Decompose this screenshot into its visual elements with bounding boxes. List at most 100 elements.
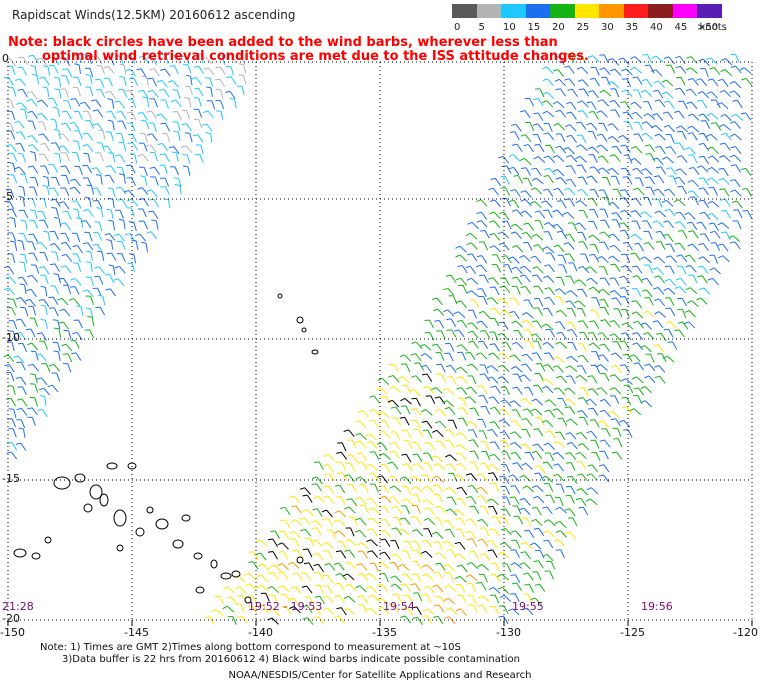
wind-barb-flag: [630, 233, 636, 238]
wind-barb-flag: [310, 539, 316, 543]
wind-barb: [429, 319, 435, 329]
wind-barb: [505, 187, 511, 196]
wind-barb-flag: [575, 451, 581, 455]
wind-barb: [57, 108, 60, 118]
wind-barb-flag: [643, 242, 649, 245]
wind-barb-flag: [520, 398, 526, 402]
wind-barb-flag: [39, 197, 45, 200]
wind-barb: [670, 255, 677, 263]
wind-barb: [644, 211, 652, 219]
wind-barb-flag: [414, 362, 420, 364]
wind-barb: [536, 485, 544, 493]
wind-barb: [371, 550, 379, 558]
wind-barb-flag: [434, 552, 440, 556]
wind-barb: [447, 564, 455, 572]
wind-barb-flag: [577, 79, 583, 82]
wind-barb: [461, 344, 469, 352]
island-outline: [244, 596, 252, 604]
wind-barb-flag: [458, 417, 464, 420]
wind-barb: [460, 432, 468, 440]
wind-barb: [484, 441, 490, 450]
wind-barb-flag: [534, 210, 540, 213]
wind-barb-flag: [127, 198, 132, 202]
wind-barb: [381, 411, 390, 418]
wind-barb-flag: [258, 563, 264, 567]
wind-barb-flag: [599, 398, 605, 402]
wind-barb: [628, 121, 633, 130]
wind-barb: [569, 365, 578, 372]
wind-barb: [374, 409, 381, 417]
wind-barb: [525, 167, 532, 176]
wind-barb-flag: [611, 365, 617, 368]
wind-barb: [615, 418, 621, 427]
wind-barb: [74, 186, 81, 195]
wind-barb: [524, 110, 531, 119]
wind-barb-flag: [553, 123, 559, 126]
wind-barb-flag: [291, 505, 297, 508]
wind-barb-flag: [367, 550, 373, 553]
wind-barb-flag: [529, 542, 535, 546]
wind-barb: [450, 463, 457, 472]
wind-barb-flag: [53, 327, 59, 330]
wind-barb-flag: [674, 87, 681, 90]
wind-barb: [43, 340, 48, 350]
wind-barb-flag: [544, 264, 550, 267]
wind-barb: [145, 120, 150, 130]
wind-barb: [528, 584, 534, 593]
wind-barb: [734, 81, 742, 89]
wind-barb: [567, 398, 576, 406]
wind-barb: [604, 343, 611, 352]
wind-barb-flag: [696, 99, 703, 102]
wind-barb-flag: [391, 505, 397, 509]
wind-barb-flag: [367, 528, 373, 531]
wind-barb: [41, 211, 47, 220]
wind-barb-flag: [631, 198, 637, 201]
wind-barb: [12, 254, 16, 264]
wind-barb-flag: [105, 288, 111, 291]
wind-barb: [100, 89, 106, 98]
lat-label: -20: [2, 612, 20, 625]
wind-barb: [451, 329, 457, 338]
wind-barb-flag: [566, 101, 572, 104]
wind-barb-flag: [444, 428, 450, 432]
island-outline: [116, 544, 124, 552]
wind-barb-flag: [742, 188, 748, 190]
wind-barb-flag: [131, 239, 137, 242]
wind-barb-flag: [8, 408, 14, 410]
wind-barb: [154, 176, 159, 186]
wind-barb: [747, 210, 753, 219]
wind-barb-flag: [531, 507, 537, 509]
wind-barb-flag: [145, 144, 151, 147]
wind-barb: [317, 495, 325, 503]
wind-barb: [557, 69, 564, 77]
wind-barb-flag: [433, 604, 439, 607]
wind-barb-flag: [566, 154, 571, 158]
wind-barb: [636, 76, 643, 85]
wind-barb: [666, 79, 674, 87]
wind-barb: [623, 222, 630, 230]
wind-barb-flag: [79, 101, 85, 105]
wind-barb-flag: [555, 109, 561, 113]
wind-barb-flag: [677, 230, 684, 232]
wind-barb: [604, 319, 611, 328]
lon-label: -125: [620, 626, 645, 639]
wind-barb: [658, 275, 665, 284]
wind-barb-flag: [105, 90, 111, 94]
wind-barb: [559, 78, 566, 87]
wind-barb-flag: [366, 498, 372, 501]
wind-barb-flag: [27, 274, 33, 278]
wind-barb-flag: [61, 122, 67, 125]
wind-barb-flag: [523, 529, 530, 532]
wind-barb: [584, 253, 590, 263]
wind-barb: [52, 296, 59, 305]
wind-barb: [514, 189, 521, 198]
wind-barb: [189, 86, 193, 96]
wind-barb: [647, 113, 656, 120]
wind-barb-flag: [577, 100, 583, 104]
wind-barb-flag: [138, 198, 144, 201]
wind-barb-flag: [664, 265, 671, 268]
wind-barb: [634, 66, 642, 74]
wind-barb-flag: [707, 212, 713, 216]
wind-barb: [425, 409, 433, 416]
wind-barb: [721, 222, 730, 229]
